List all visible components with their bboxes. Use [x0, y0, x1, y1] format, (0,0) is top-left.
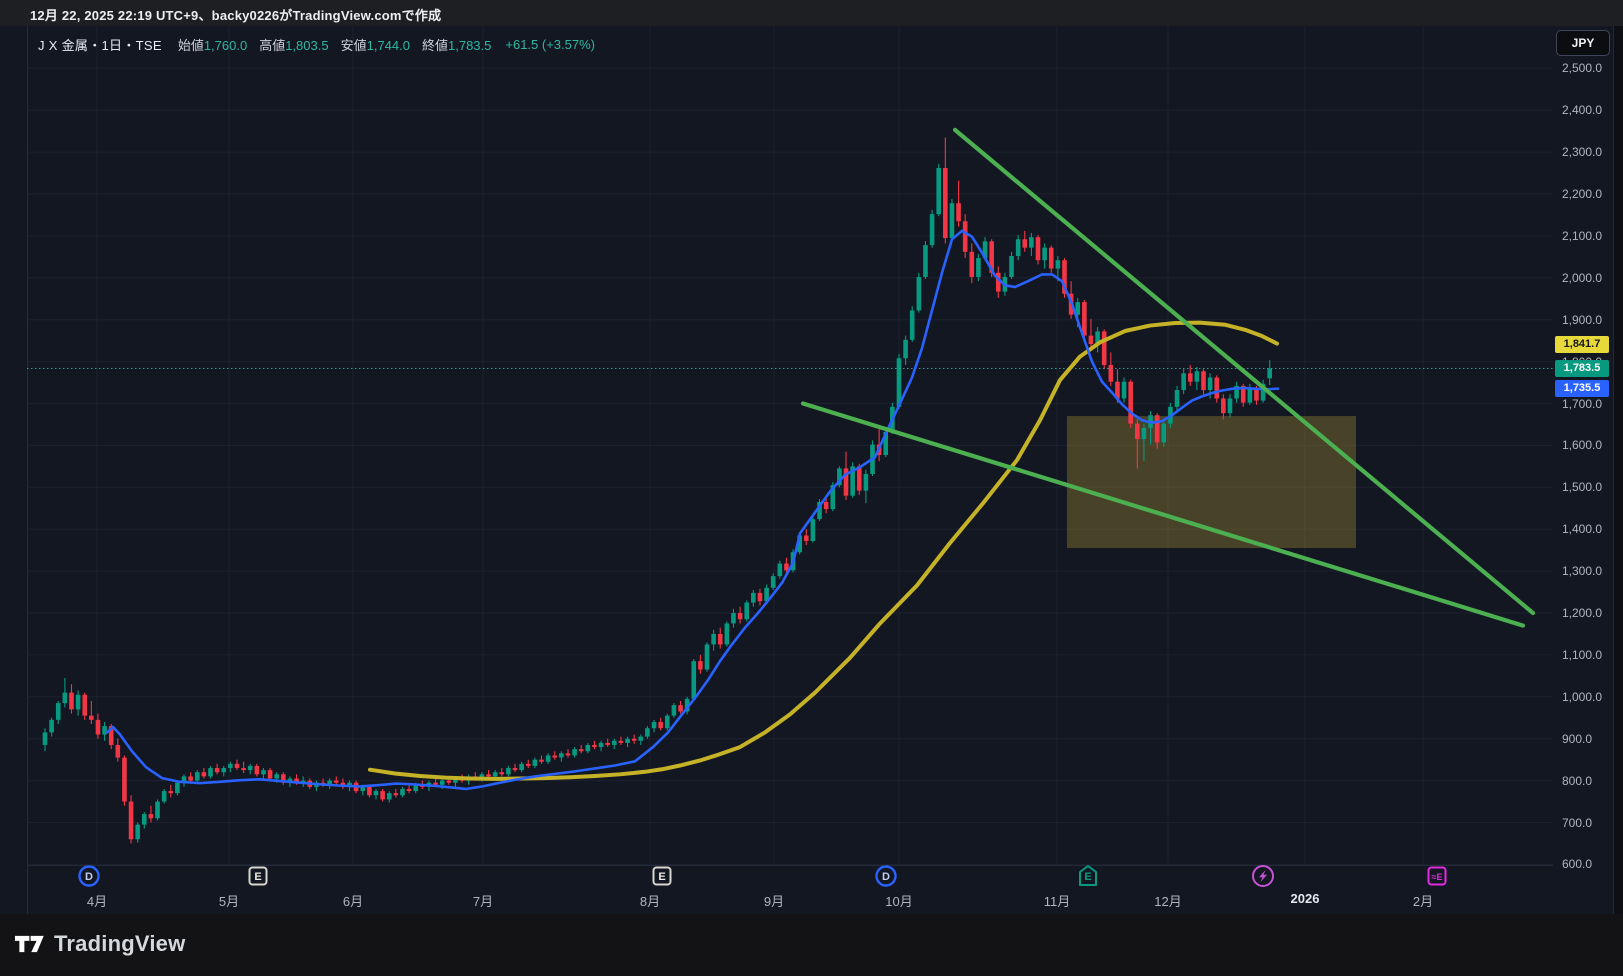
price-tick-label: 2,400.0: [1562, 103, 1603, 118]
open-value: 1,760.0: [203, 38, 248, 53]
svg-text:≈E: ≈E: [1432, 872, 1443, 882]
bottom-bar: TradingView: [0, 914, 1623, 976]
price-tick-label: 700.0: [1562, 815, 1593, 830]
time-axis-label: 11月: [1043, 894, 1071, 909]
export-meta-text: 12月 22, 2025 22:19 UTC+9、backy0226がTradi…: [30, 8, 442, 23]
low-label: 安値: [340, 38, 367, 53]
pane-left-border: [27, 26, 28, 914]
price-axis[interactable]: 600.0 700.0 800.0 900.0 1,000.0 1,100.0 1,200.…: [1553, 26, 1623, 914]
price-tick-label: 1,000.0: [1562, 689, 1603, 704]
open-label: 始値: [177, 38, 204, 53]
time-axis-label: 7月: [472, 894, 494, 909]
earnings-estimate-icon[interactable]: ≈E: [1427, 866, 1447, 886]
price-tick-label: 2,500.0: [1562, 61, 1603, 76]
earnings-icon[interactable]: E: [248, 866, 268, 886]
export-meta-bar: 12月 22, 2025 22:19 UTC+9、backy0226がTradi…: [0, 0, 1623, 26]
time-axis-label: 9月: [763, 894, 785, 909]
svg-text:D: D: [85, 871, 93, 883]
high-value: 1,803.5: [285, 38, 329, 53]
price-tick-label: 1,100.0: [1562, 647, 1603, 662]
price-label-pill: 1,735.5: [1555, 380, 1609, 398]
chart-legend: J X 金属・1日・TSE 始値1,760.0 高値1,803.5 安値1,74…: [38, 35, 595, 54]
symbol-title[interactable]: J X 金属・1日・TSE: [38, 38, 162, 53]
time-axis-label: 10月: [885, 894, 913, 909]
price-tick-label: 2,300.0: [1562, 145, 1603, 160]
high-label: 高値: [259, 38, 286, 53]
time-axis-label: 5月: [218, 894, 240, 909]
price-tick-label: 1,600.0: [1562, 438, 1603, 453]
price-tick-label: 800.0: [1562, 773, 1593, 788]
price-tick-label: 2,100.0: [1562, 228, 1603, 243]
price-tick-label: 2,200.0: [1562, 187, 1603, 201]
grid-lines: [27, 26, 1553, 866]
price-tick-label: 1,500.0: [1562, 480, 1603, 495]
trendline-2[interactable]: [800, 401, 1526, 628]
time-axis-label: 8月: [639, 894, 661, 909]
close-value: 1,783.5: [448, 38, 492, 53]
price-tick-label: 1,300.0: [1562, 564, 1603, 579]
support-zone-rectangle[interactable]: [1067, 416, 1356, 549]
chart-background: [0, 26, 1613, 914]
time-axis-label: 2月: [1412, 894, 1434, 909]
price-tick-label: 900.0: [1562, 731, 1593, 746]
price-tick-label: 1,700.0: [1562, 396, 1603, 411]
tradingview-logo-mark: [15, 935, 44, 953]
time-axis-label: 6月: [342, 894, 364, 909]
price-label-pill: 1,783.5: [1555, 360, 1609, 377]
right-edge-strip: [1613, 26, 1623, 914]
currency-button[interactable]: JPY: [1556, 30, 1610, 56]
earnings-icon[interactable]: E: [652, 866, 672, 886]
price-tick-label: 1,400.0: [1562, 522, 1603, 537]
tradingview-logo-text: TradingView: [54, 931, 186, 956]
low-value: 1,744.0: [366, 38, 410, 53]
event-markers: D E E D E ≈E: [78, 865, 1447, 887]
time-axis[interactable]: 4月 5月 6月 7月 8月 9月 10月 11月 12月 2026 2月: [0, 866, 1613, 914]
price-label-pill: 1,841.7: [1555, 335, 1609, 353]
svg-text:D: D: [882, 871, 890, 883]
price-tick-label: 600.0: [1562, 857, 1593, 872]
price-tick-label: 2,000.0: [1562, 270, 1603, 285]
event-bolt-icon[interactable]: [1252, 865, 1274, 887]
svg-text:E: E: [1084, 871, 1091, 883]
dividend-icon[interactable]: D: [78, 865, 100, 887]
close-label: 終値: [421, 38, 448, 53]
trendline-1[interactable]: [952, 127, 1536, 616]
tradingview-logo[interactable]: TradingView: [15, 931, 185, 957]
dividend-icon[interactable]: D: [875, 865, 897, 887]
price-tick-label: 1,900.0: [1562, 312, 1603, 327]
time-axis-label: 2026: [1290, 891, 1320, 906]
fast-ma-line: [105, 229, 1280, 791]
svg-text:E: E: [254, 871, 261, 883]
slow-ma-line: [368, 320, 1279, 781]
earnings-upcoming-icon[interactable]: E: [1079, 865, 1097, 886]
svg-text:E: E: [658, 871, 665, 883]
price-tick-label: 1,200.0: [1562, 606, 1603, 620]
time-axis-label: 4月: [86, 894, 108, 909]
change-value: +61.5 (+3.57%): [505, 37, 595, 52]
time-axis-label: 12月: [1154, 894, 1182, 909]
time-axis-divider: [27, 865, 1553, 866]
